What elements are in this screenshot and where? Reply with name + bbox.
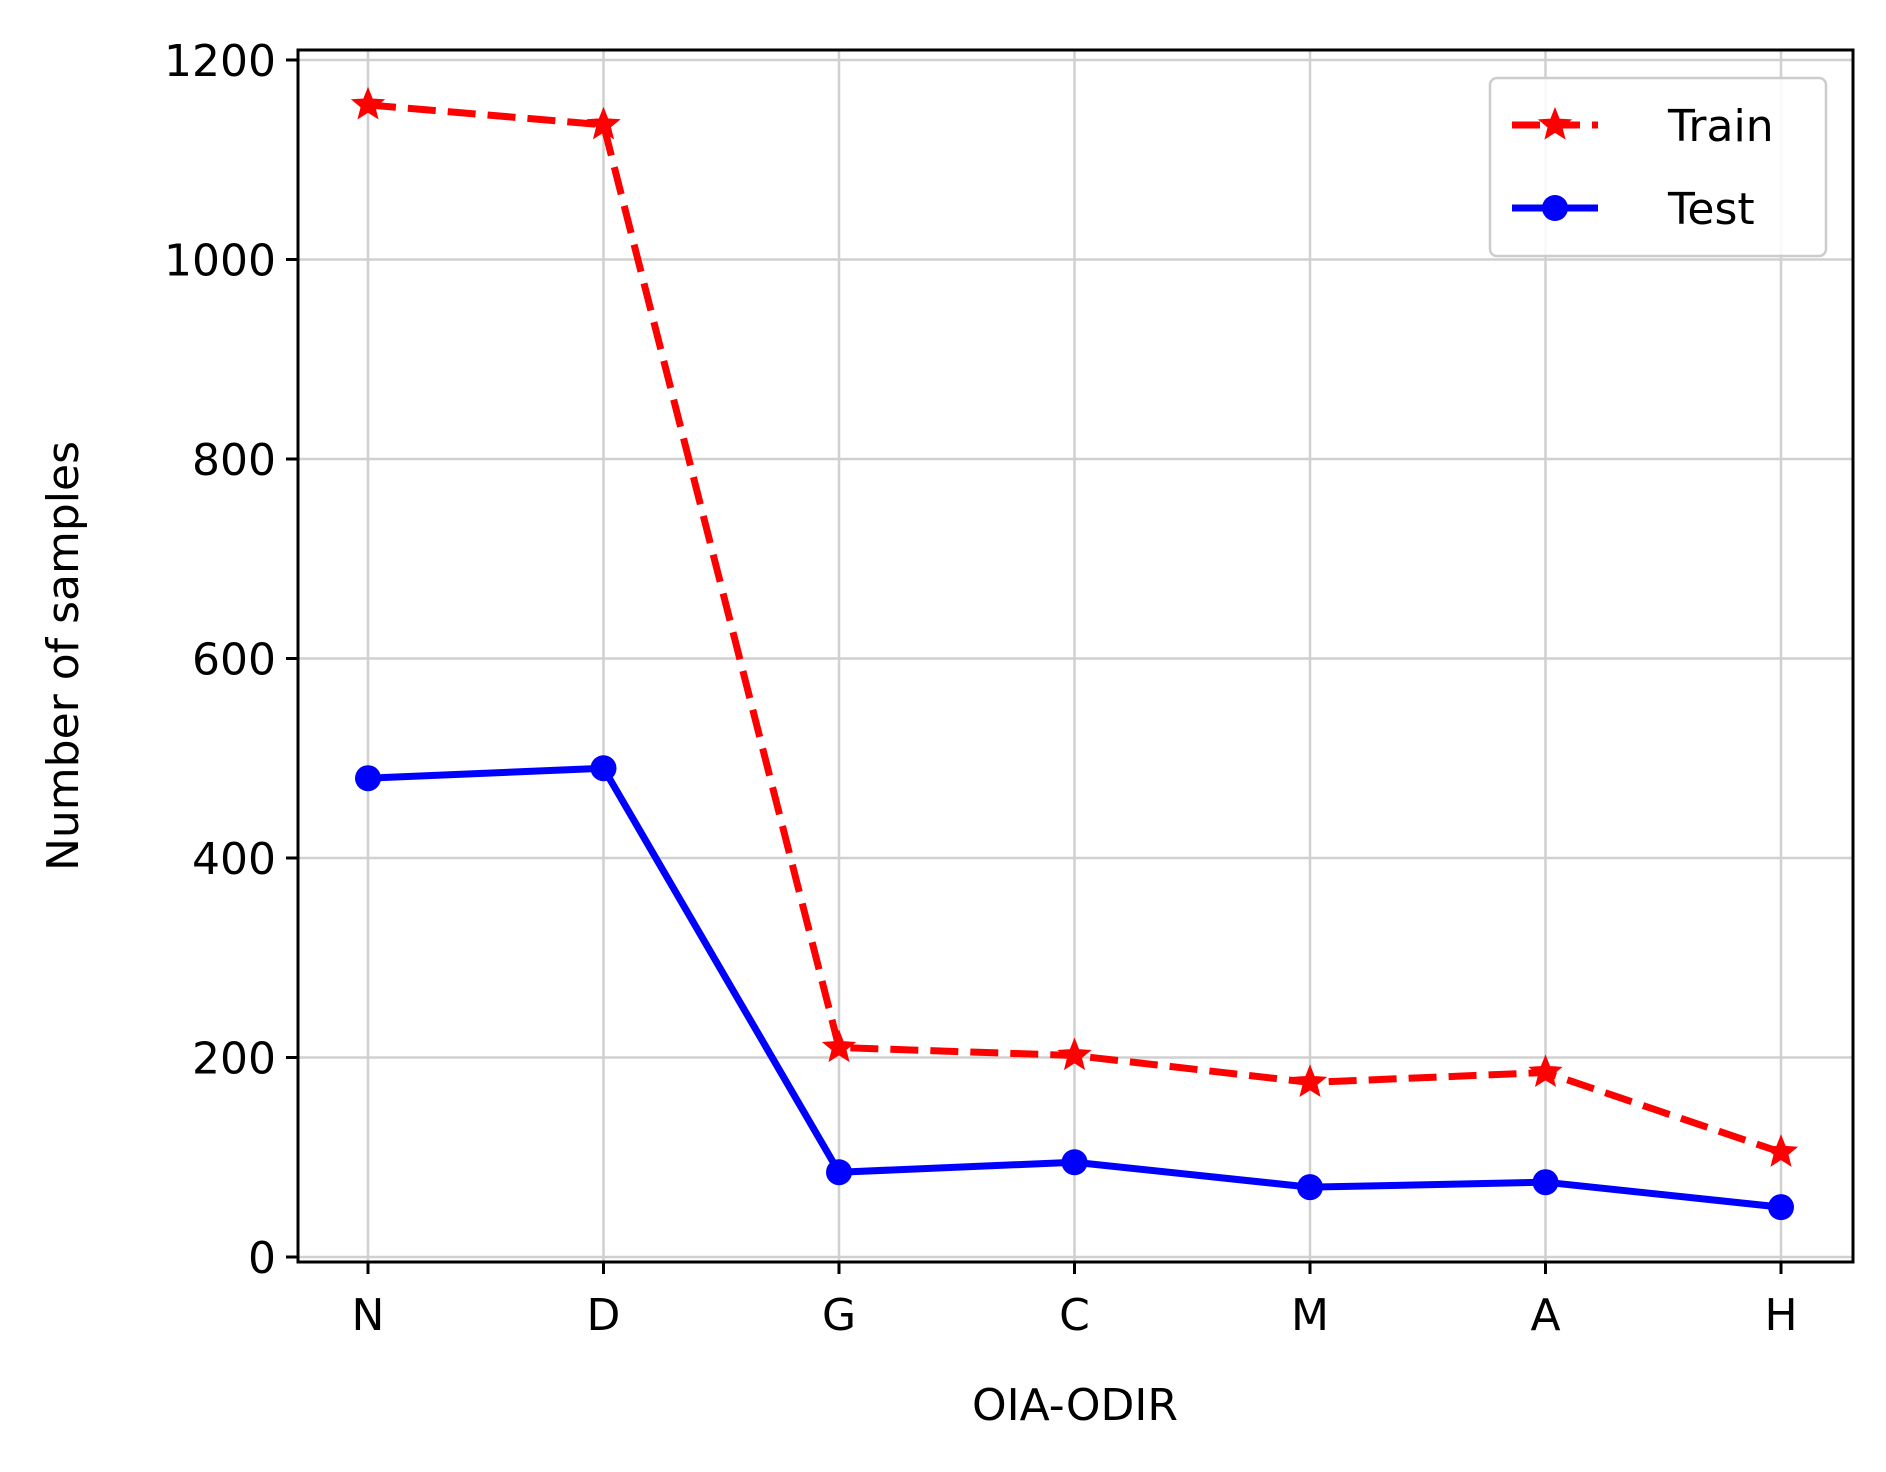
y-axis-title: Number of samples	[38, 441, 89, 871]
x-tick-label: A	[1530, 1290, 1560, 1341]
series-test	[355, 755, 1794, 1221]
y-tick-label: 0	[248, 1233, 276, 1284]
legend-label-train: Train	[1667, 101, 1774, 152]
y-tick-label: 1200	[164, 36, 276, 87]
data-point-train	[350, 86, 386, 120]
data-point-test	[1532, 1169, 1559, 1196]
series-layer	[350, 86, 1799, 1221]
y-tick-label: 1000	[164, 235, 276, 286]
x-tick-label: M	[1291, 1290, 1329, 1341]
data-point-test	[1297, 1174, 1323, 1201]
x-axis-title: OIA-ODIR	[972, 1380, 1178, 1431]
data-point-train	[1057, 1037, 1092, 1071]
data-point-train	[586, 106, 621, 140]
data-point-train	[1528, 1054, 1563, 1088]
y-tick-label: 400	[192, 834, 276, 885]
legend-entry-test: Test	[1512, 184, 1755, 235]
y-tick-label: 800	[192, 435, 276, 486]
y-tick-label: 600	[192, 634, 276, 685]
legend-marker-train	[1537, 106, 1573, 140]
legend: Train Test	[1488, 76, 1828, 258]
legend-box	[1488, 76, 1828, 258]
axis-ticks: N D G C M A H 0 200 400 600 800 1000 1200	[164, 36, 1798, 1341]
legend-marker-test	[1542, 195, 1568, 221]
x-tick-label: C	[1059, 1290, 1090, 1341]
data-point-train	[1292, 1064, 1328, 1098]
legend-entry-train: Train	[1512, 101, 1774, 152]
x-tick-label: G	[822, 1290, 856, 1341]
data-point-test	[590, 755, 617, 782]
data-point-test	[355, 765, 381, 792]
x-tick-label: N	[352, 1290, 385, 1341]
legend-label-test: Test	[1667, 184, 1755, 235]
data-point-test	[826, 1159, 852, 1186]
data-point-test	[1768, 1194, 1794, 1221]
x-tick-label: D	[587, 1290, 621, 1341]
data-point-test	[1061, 1149, 1088, 1176]
y-tick-label: 200	[192, 1034, 276, 1085]
series-train	[350, 86, 1799, 1167]
data-point-train	[1763, 1134, 1799, 1167]
x-tick-label: H	[1764, 1290, 1797, 1341]
data-point-train	[821, 1029, 857, 1063]
